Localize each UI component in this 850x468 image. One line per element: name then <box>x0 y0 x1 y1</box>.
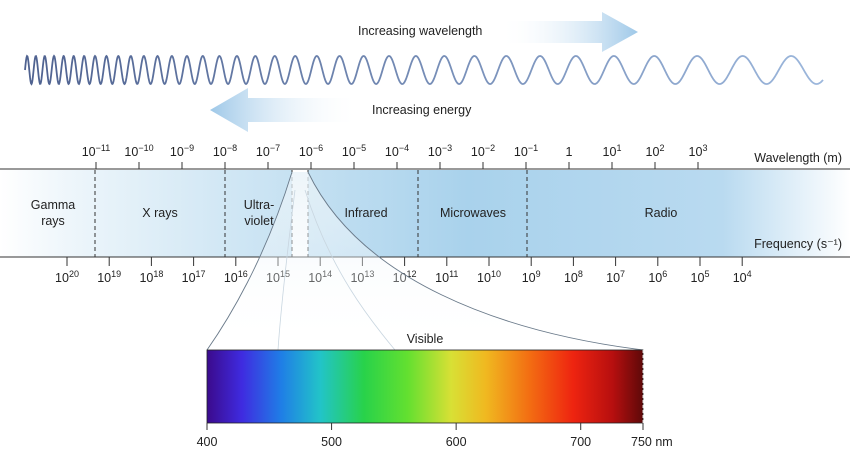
region-gamma-line1: Gamma <box>31 198 76 212</box>
cone-left-line <box>206 171 293 351</box>
region-infrared: Infrared <box>344 206 387 220</box>
cone-right-line <box>307 171 644 351</box>
sine-wave <box>24 54 824 86</box>
visible-tick-label-4: 750 nm <box>631 435 673 449</box>
frequency-tick-label-16: 104 <box>733 269 752 285</box>
frequency-tick-label-13: 107 <box>606 269 625 285</box>
visible-tick-label-1: 500 <box>321 435 342 449</box>
frequency-axis-label: Frequency (s⁻¹) <box>754 237 842 251</box>
visible-tick-label-2: 600 <box>446 435 467 449</box>
visible-title: Visible <box>407 332 444 346</box>
visible-spectrum-bar <box>206 349 644 424</box>
wavelength-axis-label: Wavelength (m) <box>754 151 842 165</box>
increasing-wavelength-label: Increasing wavelength <box>358 24 482 38</box>
wavelength-tick-label-7: 10−4 <box>385 143 409 159</box>
frequency-tick-label-12: 108 <box>564 269 583 285</box>
wavelength-tick-label-3: 10−8 <box>213 143 237 159</box>
region-xrays: X rays <box>142 206 177 220</box>
frequency-tick-label-3: 1017 <box>182 269 206 285</box>
wavelength-tick-label-11: 1 <box>566 145 573 159</box>
wavelength-tick-label-0: 10−11 <box>82 143 111 159</box>
frequency-tick-label-4: 1016 <box>224 269 248 285</box>
increasing-energy-arrow <box>210 88 360 132</box>
frequency-tick-label-15: 105 <box>691 269 710 285</box>
frequency-tick-label-9: 1011 <box>435 269 458 285</box>
wavelength-tick-label-1: 10−10 <box>124 143 153 159</box>
region-uv-line2: violet <box>244 214 274 228</box>
frequency-tick-label-0: 1020 <box>55 269 79 285</box>
wavelength-tick-label-12: 101 <box>603 143 622 159</box>
region-microwaves: Microwaves <box>440 206 506 220</box>
frequency-tick-label-1: 1019 <box>97 269 121 285</box>
frequency-tick-label-11: 109 <box>522 269 541 285</box>
wavelength-tick-label-9: 10−2 <box>471 143 495 159</box>
visible-tick-label-3: 700 <box>570 435 591 449</box>
visible-ticks: 400 500 600 700 750 nm <box>197 423 673 449</box>
spectrum-band <box>0 170 850 257</box>
increasing-wavelength-arrow <box>500 12 638 52</box>
wavelength-tick-label-5: 10−6 <box>299 143 323 159</box>
increasing-energy-label: Increasing energy <box>372 103 472 117</box>
wavelength-ticks: 10−11 10−10 10−9 10−8 10−7 10−6 10−5 10−4 10−3 10… <box>82 143 708 169</box>
frequency-tick-label-14: 106 <box>648 269 667 285</box>
visible-tick-label-0: 400 <box>197 435 218 449</box>
frequency-tick-label-10: 1010 <box>477 269 501 285</box>
wavelength-tick-label-13: 102 <box>646 143 665 159</box>
visible-expansion <box>206 171 644 351</box>
region-uv-line1: Ultra- <box>244 198 275 212</box>
frequency-tick-label-2: 1018 <box>139 269 163 285</box>
wavelength-tick-label-2: 10−9 <box>170 143 194 159</box>
wavelength-tick-label-4: 10−7 <box>256 143 280 159</box>
region-gamma-line2: rays <box>41 214 65 228</box>
region-radio: Radio <box>645 206 678 220</box>
wavelength-tick-label-14: 103 <box>689 143 708 159</box>
wavelength-tick-label-8: 10−3 <box>428 143 452 159</box>
wavelength-tick-label-10: 10−1 <box>514 143 538 159</box>
wavelength-tick-label-6: 10−5 <box>342 143 366 159</box>
